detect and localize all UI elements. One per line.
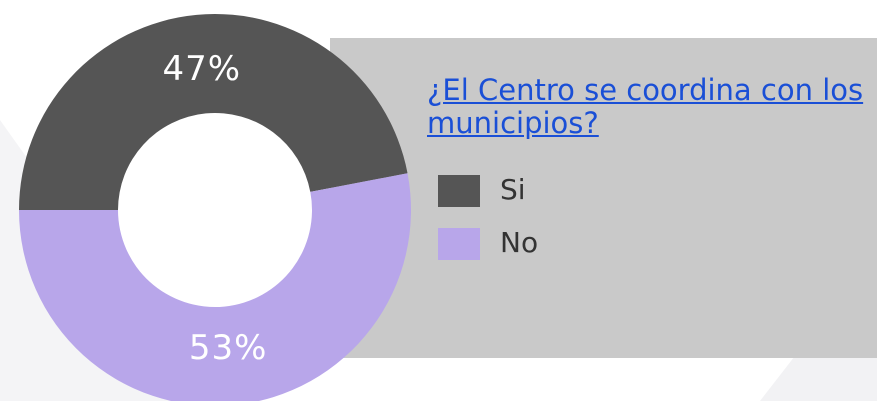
pie-slice (19, 13, 408, 210)
legend-swatch (438, 175, 480, 207)
legend-label: No (500, 226, 538, 259)
chart-title[interactable]: ¿El Centro se coordina con los municipio… (427, 73, 864, 140)
data-label: 53% (189, 328, 268, 368)
legend-swatch (438, 228, 480, 260)
data-label: 47% (163, 49, 242, 89)
legend-label: Si (500, 173, 526, 206)
panel (330, 38, 877, 358)
pie-slice (19, 173, 411, 401)
